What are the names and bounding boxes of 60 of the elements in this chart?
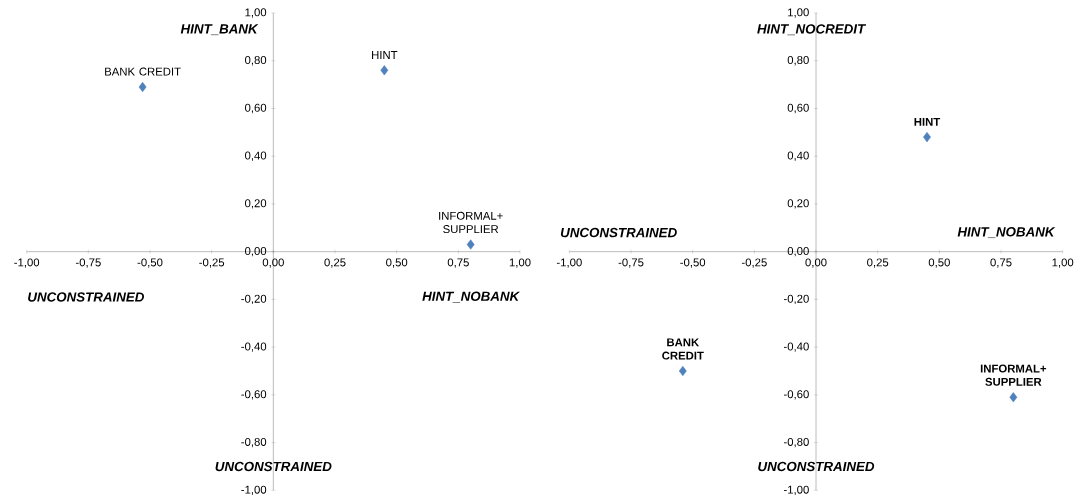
y-tick-label: 0,20: [245, 199, 267, 209]
point: [380, 65, 389, 76]
y-tick-label: -1,00: [241, 485, 267, 496]
point: [138, 81, 147, 93]
x-tick-label: 0,00: [262, 258, 284, 268]
point: [923, 132, 931, 143]
x-tick-label: 0,75: [447, 258, 469, 268]
y-tick-label: -0,60: [241, 390, 267, 400]
y-tick-label: -0,40: [241, 342, 267, 352]
annotation: UNCONSTRAINED: [215, 461, 332, 472]
y-tick-label: 0,00: [245, 247, 267, 257]
series-label: BANK CREDIT: [105, 67, 181, 76]
series-label: HINT: [372, 51, 398, 59]
y-tick-label: 0,40: [787, 151, 809, 161]
x-tick-label: 0,50: [928, 258, 950, 268]
point: [678, 365, 687, 377]
point: [1009, 392, 1018, 403]
y-tick-label: 0,80: [787, 56, 809, 66]
annotation: UNCONSTRAINED: [758, 461, 875, 472]
y-tick-label: -0,20: [241, 294, 267, 305]
y-tick-label: -1,00: [783, 485, 809, 496]
x-tick-label: -0,75: [75, 258, 101, 268]
x-tick-label: -0,25: [741, 258, 767, 268]
y-tick-label: -0,40: [783, 342, 809, 352]
y-tick-label: 0,60: [245, 103, 267, 114]
annotation: HINT_NOBANK: [422, 291, 520, 303]
y-tick-label: 0,60: [787, 103, 809, 114]
y-tick-label: 0,40: [245, 151, 267, 161]
series-label: BANK CREDIT: [662, 338, 704, 360]
y-tick-label: -0,80: [783, 437, 809, 448]
x-tick-label: -0,75: [618, 258, 644, 268]
series-label: INFORMAL+ SUPPLIER: [980, 364, 1047, 386]
annotation: HINT_BANK: [180, 24, 259, 36]
x-tick-label: 0,25: [324, 258, 346, 268]
y-tick-label: 0,20: [787, 199, 809, 209]
annotation: UNCONSTRAINED: [28, 292, 145, 302]
x-tick-label: 1,00: [509, 258, 531, 268]
x-tick-label: -0,50: [680, 258, 706, 268]
y-tick-label: 1,00: [788, 8, 809, 18]
y-tick-label: 1,00: [245, 8, 267, 18]
annotation: HINT_NOCREDIT: [757, 24, 867, 36]
series-label: INFORMAL+ SUPPLIER: [439, 211, 503, 234]
y-tick-label: -0,60: [783, 390, 809, 400]
x-tick-label: -0,50: [137, 258, 163, 268]
x-tick-label: -1,00: [14, 258, 40, 268]
y-tick-label: -0,80: [241, 437, 267, 448]
annotation: HINT_NOBANK: [957, 227, 1056, 239]
x-tick-label: 0,00: [805, 258, 827, 268]
x-tick-label: 1,00: [1052, 258, 1074, 268]
annotation: UNCONSTRAINED: [560, 227, 677, 238]
x-tick-label: 0,75: [990, 258, 1012, 268]
x-tick-label: -1,00: [556, 258, 582, 268]
point: [466, 239, 475, 250]
x-tick-label: 0,50: [386, 258, 408, 268]
series-label: HINT: [914, 117, 941, 126]
x-tick-label: 0,25: [867, 258, 889, 268]
x-tick-label: -0,25: [199, 258, 225, 268]
y-tick-label: 0,00: [787, 247, 809, 257]
y-tick-label: -0,20: [783, 294, 809, 305]
y-tick-label: 0,80: [245, 56, 267, 66]
